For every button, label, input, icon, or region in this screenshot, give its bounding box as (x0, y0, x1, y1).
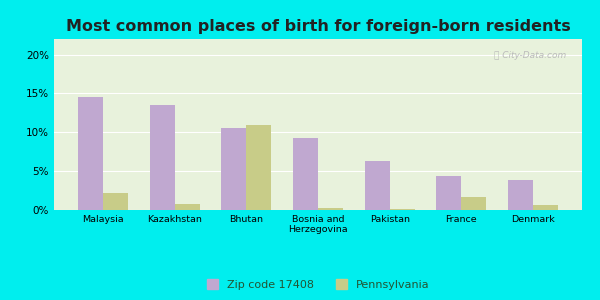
Bar (293, 138, 318, 210)
Title: Most common places of birth for foreign-born residents: Most common places of birth for foreign-… (65, 19, 571, 34)
Bar (365, 161, 389, 210)
Bar (436, 176, 461, 210)
Bar (508, 180, 533, 210)
Bar (103, 193, 128, 210)
Bar (533, 205, 558, 210)
Text: ⓘ City-Data.com: ⓘ City-Data.com (494, 51, 566, 60)
Bar (221, 128, 247, 210)
Bar (318, 208, 343, 210)
Bar (78, 97, 103, 210)
Bar (389, 209, 415, 210)
Bar (461, 197, 487, 210)
Bar (247, 125, 271, 210)
Bar (175, 204, 200, 210)
Legend: Zip code 17408, Pennsylvania: Zip code 17408, Pennsylvania (203, 276, 433, 293)
Bar (149, 105, 175, 210)
